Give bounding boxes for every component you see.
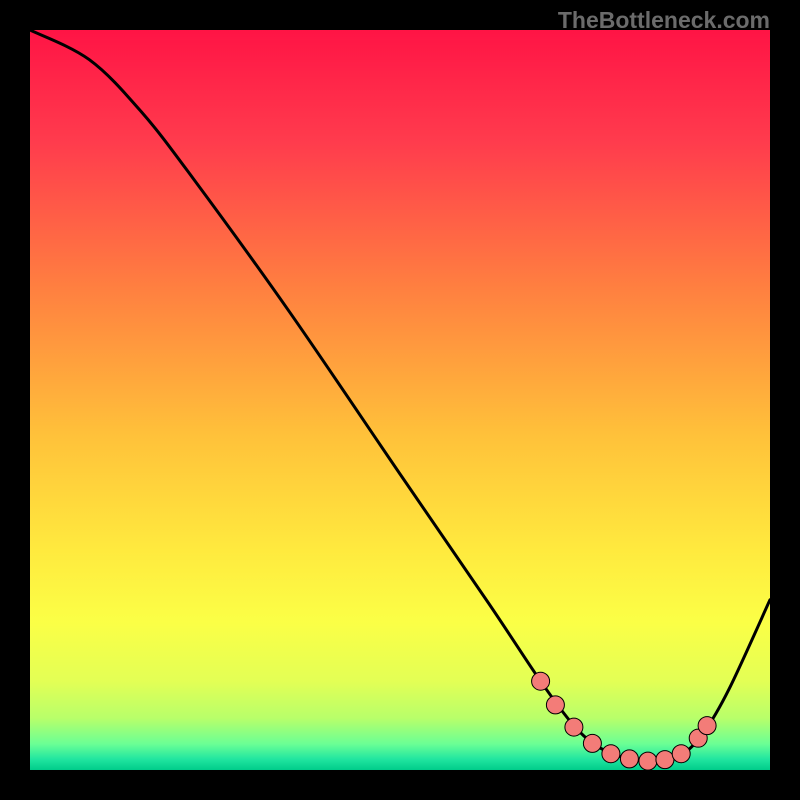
watermark-text: TheBottleneck.com xyxy=(558,7,770,34)
gradient-background xyxy=(30,30,770,770)
chart-container: TheBottleneck.com xyxy=(0,0,800,800)
plot-area xyxy=(30,30,770,770)
